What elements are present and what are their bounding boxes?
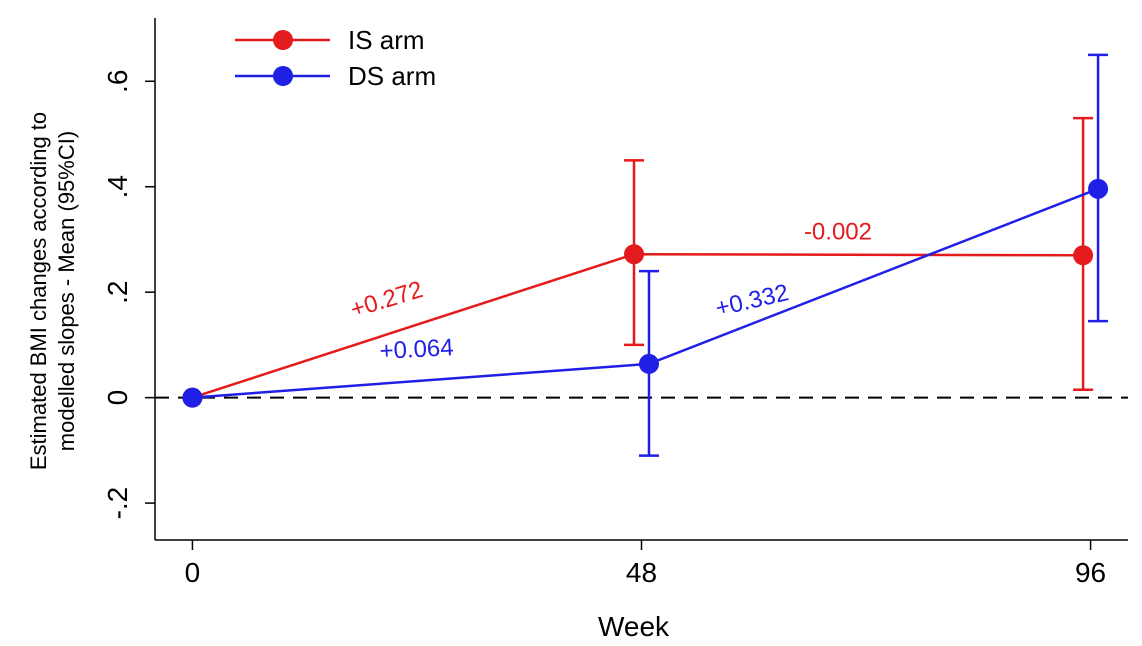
x-tick-label: 48 [626,557,657,588]
slope-annotation: -0.002 [804,218,872,245]
x-tick-label: 96 [1075,557,1106,588]
data-point [1073,245,1094,266]
data-point [182,387,203,408]
data-point [624,244,645,265]
slope-annotation: +0.064 [379,334,454,365]
data-point [1088,178,1109,199]
legend-label: IS arm [348,25,425,55]
y-tick-label: 0 [102,390,133,406]
y-axis-title: Estimated BMI changes according to modell… [26,112,79,470]
legend-label: DS arm [348,61,436,91]
y-tick-label: .2 [102,281,133,304]
x-tick-label: 0 [185,557,201,588]
data-point [638,353,659,374]
y-axis-title-line: modelled slopes - Mean (95%CI) [54,131,79,451]
legend-marker [273,30,293,50]
series-line-is-arm [192,252,1084,399]
legend: IS arm DS arm [235,25,436,91]
slope-annotation: +0.272 [347,276,426,323]
y-axis-title-line: Estimated BMI changes according to [26,112,51,470]
y-tick-label: -.2 [102,487,133,520]
y-tick-label: .4 [102,175,133,198]
legend-marker [273,66,293,86]
x-axis-title: Week [598,611,670,642]
y-tick-label: .6 [102,70,133,93]
slope-annotation: +0.332 [713,279,791,322]
